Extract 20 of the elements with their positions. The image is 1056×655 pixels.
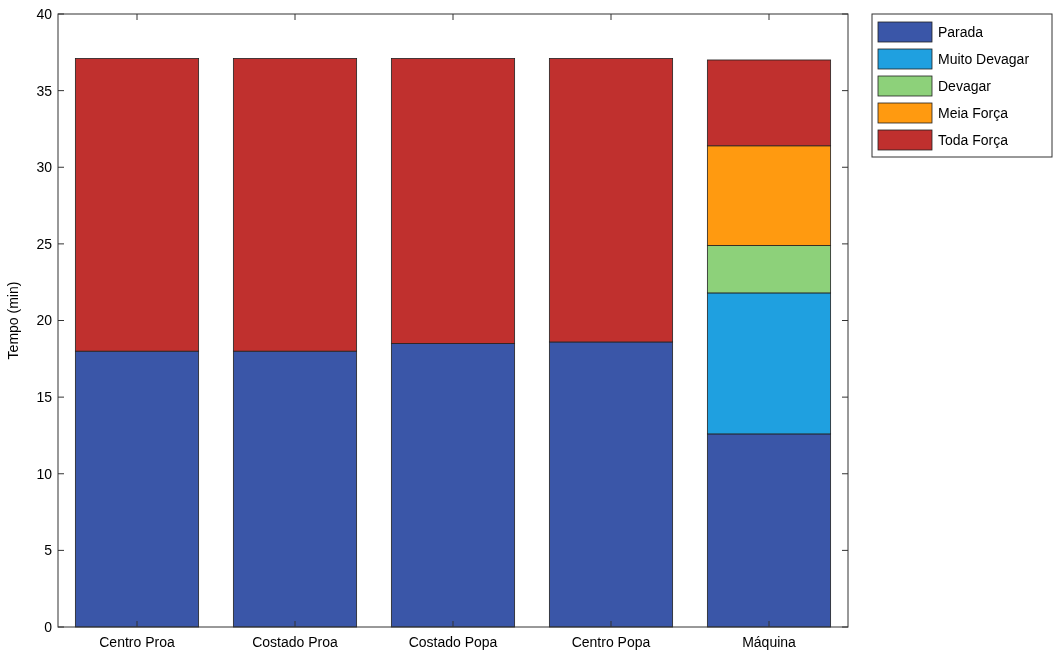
y-tick-label: 10 <box>36 465 53 482</box>
legend-label: Devagar <box>938 77 992 94</box>
x-tick-label: Costado Proa <box>252 634 339 650</box>
x-tick-label: Centro Popa <box>571 634 651 650</box>
y-tick-label: 20 <box>36 312 53 329</box>
legend-label: Meia Força <box>938 104 1009 121</box>
legend-label: Muito Devagar <box>938 50 1030 67</box>
y-axis-title: Tempo (min) <box>5 281 21 360</box>
y-tick-label: 15 <box>36 389 53 406</box>
y-tick-label: 0 <box>44 618 53 635</box>
legend-label: Toda Força <box>938 131 1009 148</box>
y-tick-label: 35 <box>36 82 53 99</box>
y-tick-label: 30 <box>36 159 53 176</box>
y-tick-label: 5 <box>44 542 53 559</box>
y-tick-label: 40 <box>36 5 53 22</box>
y-tick-label: 25 <box>36 235 53 252</box>
legend-label: Parada <box>938 23 984 40</box>
x-tick-label: Máquina <box>742 634 797 650</box>
x-tick-label: Centro Proa <box>99 634 175 650</box>
x-tick-label: Costado Popa <box>408 634 498 650</box>
